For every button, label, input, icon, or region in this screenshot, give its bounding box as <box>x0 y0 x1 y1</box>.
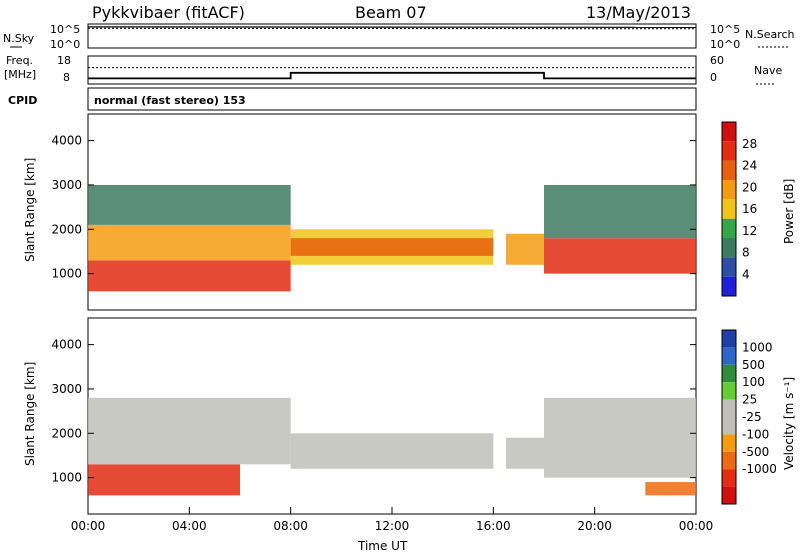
colorbar-cell <box>722 400 736 417</box>
date-title: 13/May/2013 <box>586 3 691 22</box>
y-tick-label: 4000 <box>51 338 82 352</box>
colorbar-cell <box>722 122 736 141</box>
heatmap-band <box>88 225 291 260</box>
colorbar-cell <box>722 434 736 451</box>
y-tick-label: 1000 <box>51 471 82 485</box>
colorbar-tick-label: 25 <box>742 393 757 407</box>
colorbar-cell <box>722 180 736 199</box>
y-tick-label: 2000 <box>51 222 82 236</box>
heatmap-band <box>88 260 291 291</box>
heatmap-band <box>544 398 696 478</box>
colorbar-tick-label: -25 <box>742 410 762 424</box>
velocity-ylabel: Slant Range [km] <box>23 362 37 466</box>
colorbar-tick-label: -500 <box>742 445 769 459</box>
colorbar-cell <box>722 469 736 486</box>
colorbar-tick-label: 28 <box>742 137 757 151</box>
colorbar-cell <box>722 382 736 399</box>
freq-right-label: Nave <box>754 64 782 77</box>
freq-right-tick-bottom: 0 <box>710 71 717 84</box>
velocity-colorbar-label: Velocity [m s⁻¹] <box>782 377 796 470</box>
power-ylabel: Slant Range [km] <box>23 158 37 262</box>
y-tick-label: 1000 <box>51 267 82 281</box>
frequency-series <box>88 73 696 79</box>
y-tick-label: 4000 <box>51 134 82 148</box>
frequency-panel: Freq. [MHz] 18 8 60 0 Nave <box>4 54 782 84</box>
colorbar-cell <box>722 330 736 347</box>
x-tick-label: 08:00 <box>273 519 308 533</box>
colorbar-tick-label: 100 <box>742 375 765 389</box>
heatmap-band <box>506 438 544 469</box>
noise-right-tick-top: 10^5 <box>710 23 740 36</box>
x-tick-label: 04:00 <box>172 519 207 533</box>
heatmap-band <box>506 234 544 265</box>
velocity-xlabel: Time UT <box>357 539 408 553</box>
colorbar-tick-label: 8 <box>742 246 750 260</box>
freq-left-tick-bottom: 8 <box>63 71 70 84</box>
colorbar-tick-label: 4 <box>742 267 750 281</box>
colorbar-tick-label: -1000 <box>742 462 777 476</box>
colorbar-tick-label: 16 <box>742 202 757 216</box>
power-colorbar-cells <box>722 122 736 296</box>
y-tick-label: 2000 <box>51 426 82 440</box>
heatmap-band <box>88 398 291 465</box>
colorbar-cell <box>722 347 736 364</box>
colorbar-tick-label: -100 <box>742 427 769 441</box>
power-colorbar: 4 8 12 16 20 24 28 Power [dB] <box>722 122 796 296</box>
cpid-label: CPID <box>8 94 37 107</box>
y-tick-label: 3000 <box>51 178 82 192</box>
colorbar-tick-label: 1000 <box>742 340 773 354</box>
heatmap-band <box>645 482 696 495</box>
velocity-panel: 1000 2000 3000 4000 00:00 04:00 08:00 12:00 16:… <box>23 318 713 553</box>
cpid-text: normal (fast stereo) 153 <box>94 94 246 107</box>
colorbar-cell <box>722 365 736 382</box>
noise-panel: N.Sky 10^5 10^0 10^5 10^0 N.Search <box>3 23 795 51</box>
velocity-colorbar-ticks: 1000 500 100 25 -25 -100 -500 -1000 <box>742 340 777 476</box>
colorbar-cell <box>722 452 736 469</box>
colorbar-cell <box>722 199 736 218</box>
colorbar-tick-label: 12 <box>742 224 757 238</box>
x-tick-label: 00:00 <box>679 519 714 533</box>
cpid-row: CPID normal (fast stereo) 153 <box>8 88 696 110</box>
freq-left-label-2: [MHz] <box>4 68 36 81</box>
station-title: Pykkvibaer (fitACF) <box>92 3 245 22</box>
velocity-colorbar-cells <box>722 330 736 504</box>
heatmap-band <box>291 433 494 468</box>
y-tick-label: 3000 <box>51 382 82 396</box>
colorbar-cell <box>722 238 736 257</box>
colorbar-tick-label: 500 <box>742 358 765 372</box>
colorbar-cell <box>722 417 736 434</box>
colorbar-tick-label: 24 <box>742 159 757 173</box>
beam-title: Beam 07 <box>355 3 427 22</box>
colorbar-cell <box>722 141 736 160</box>
heatmap-band <box>291 238 494 256</box>
freq-left-tick-top: 18 <box>57 54 71 67</box>
colorbar-cell <box>722 219 736 238</box>
freq-left-label-1: Freq. <box>6 54 33 67</box>
heatmap-band <box>544 238 696 273</box>
noise-left-tick-top: 10^5 <box>50 23 80 36</box>
colorbar-cell <box>722 277 736 296</box>
x-tick-label: 12:00 <box>375 519 410 533</box>
noise-right-tick-bottom: 10^0 <box>710 38 740 51</box>
noise-right-label: N.Search <box>745 28 795 41</box>
velocity-colorbar: 1000 500 100 25 -25 -100 -500 -1000 Velocity [m… <box>722 330 796 504</box>
power-colorbar-label: Power [dB] <box>782 179 796 244</box>
x-tick-label: 00:00 <box>71 519 106 533</box>
colorbar-cell <box>722 257 736 276</box>
noise-left-tick-bottom: 10^0 <box>50 38 80 51</box>
colorbar-tick-label: 20 <box>742 180 757 194</box>
heatmap-band <box>88 185 291 225</box>
power-colorbar-ticks: 4 8 12 16 20 24 28 <box>742 137 757 282</box>
x-tick-label: 16:00 <box>476 519 511 533</box>
heatmap-band <box>88 464 240 495</box>
frequency-panel-frame <box>88 56 696 84</box>
x-tick-label: 20:00 <box>577 519 612 533</box>
power-panel: 1000 2000 3000 4000 Slant Range [km] <box>23 114 696 310</box>
colorbar-cell <box>722 487 736 504</box>
heatmap-band <box>544 185 696 238</box>
colorbar-cell <box>722 161 736 180</box>
noise-left-label: N.Sky <box>3 32 35 45</box>
freq-right-tick-top: 60 <box>710 54 724 67</box>
